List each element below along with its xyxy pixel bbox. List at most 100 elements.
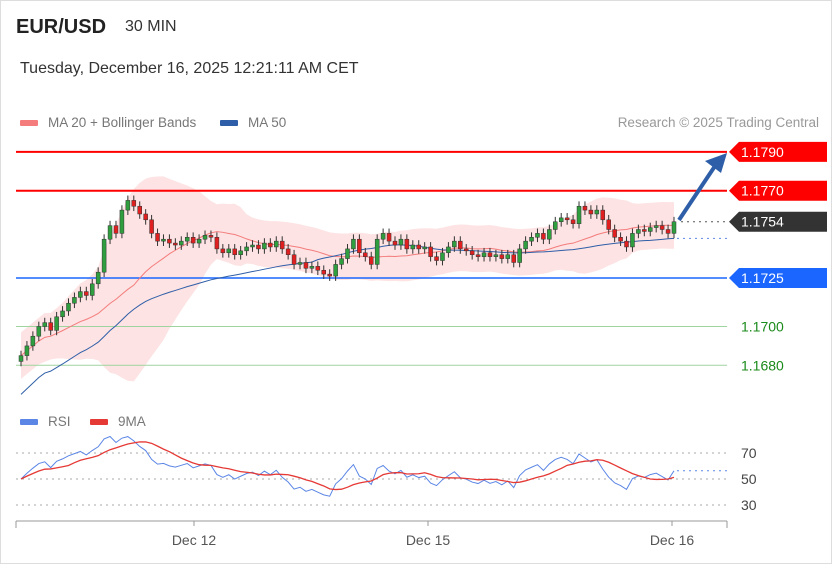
candle <box>523 236 528 254</box>
candle <box>48 317 53 336</box>
candle <box>24 341 30 361</box>
candle-body <box>570 219 576 224</box>
candle <box>517 244 522 268</box>
candle <box>149 214 154 239</box>
candle-body <box>612 229 617 238</box>
ma50-swatch <box>220 120 238 127</box>
candle-body <box>220 248 226 254</box>
candle <box>226 244 232 258</box>
candle-body <box>535 233 540 238</box>
candle <box>553 216 558 235</box>
candle <box>636 224 641 239</box>
candle <box>214 232 220 254</box>
target-arrow-shaft <box>677 161 719 222</box>
timeframe-label[interactable]: 30 MIN <box>125 18 177 35</box>
candle <box>125 195 131 215</box>
candle <box>208 230 214 243</box>
candle-body <box>653 225 659 228</box>
candle-body <box>101 238 107 273</box>
candle <box>279 236 285 254</box>
candle <box>588 205 594 219</box>
candle-body <box>155 233 160 242</box>
legend-ma20: MA 20 + Bollinger Bands <box>20 115 196 130</box>
candle-body <box>618 237 623 242</box>
candle <box>78 286 83 303</box>
candle <box>60 306 65 322</box>
candle <box>410 240 416 254</box>
candle <box>291 249 297 270</box>
candle-body <box>440 252 445 261</box>
candle <box>612 224 617 243</box>
candle <box>244 242 249 256</box>
candle-body <box>208 235 214 238</box>
x-tick-label: Dec 16 <box>650 532 695 548</box>
candle-body <box>499 254 505 259</box>
candle-body <box>380 233 386 240</box>
candle <box>487 247 493 262</box>
candle <box>368 251 374 270</box>
candle-body <box>416 244 421 250</box>
candle <box>179 236 184 250</box>
candle-body <box>469 250 475 255</box>
candle-body <box>374 238 380 265</box>
candle <box>428 242 433 262</box>
rsi-ma-label: 9MA <box>118 414 146 429</box>
candle-body <box>137 205 142 215</box>
candle <box>541 228 546 245</box>
candle <box>173 238 178 250</box>
candle-body <box>202 235 208 240</box>
credit-text: Research © 2025 Trading Central <box>617 115 819 130</box>
candle-body <box>630 233 635 248</box>
candle <box>564 213 570 225</box>
candle-body <box>250 244 255 248</box>
candle-body <box>636 229 641 234</box>
rsi-tick-50: 50 <box>741 471 757 487</box>
candle-body <box>422 246 427 250</box>
candle-body <box>594 209 600 215</box>
x-tick-label: Dec 15 <box>406 532 451 548</box>
candle-body <box>541 233 546 240</box>
candle-body <box>262 242 267 250</box>
candle-body <box>392 240 398 246</box>
candle <box>42 317 47 332</box>
rsi-tick-70: 70 <box>741 445 757 461</box>
candle <box>653 220 659 233</box>
candle <box>262 238 267 254</box>
ma50-label: MA 50 <box>248 115 287 130</box>
candle <box>624 236 629 252</box>
candle-body <box>582 205 588 211</box>
candle-body <box>398 238 404 246</box>
level-label-1.1700: 1.1700 <box>741 319 784 335</box>
candle <box>357 234 362 258</box>
candle <box>107 220 113 245</box>
candle-body <box>345 248 350 259</box>
candle <box>386 228 392 246</box>
candle-body <box>48 322 53 331</box>
candle-body <box>24 345 30 356</box>
candle-body <box>339 258 344 265</box>
candle-body <box>131 200 137 207</box>
level-tag-1.1725 <box>729 268 827 288</box>
candle-body <box>511 254 516 263</box>
candle <box>155 228 160 246</box>
ma20-label: MA 20 + Bollinger Bands <box>48 115 197 130</box>
candle-body <box>309 266 315 269</box>
candle-body <box>547 229 552 240</box>
ma20-swatch <box>20 120 38 127</box>
candle <box>161 234 166 246</box>
level-label-1.1680: 1.1680 <box>741 357 784 373</box>
candle-body <box>624 240 629 248</box>
level-tag-1.1790 <box>729 141 827 162</box>
candle-body <box>297 262 303 265</box>
rsi-label: RSI <box>48 414 71 429</box>
candle <box>101 234 107 278</box>
candle <box>274 236 279 252</box>
candle-body <box>107 225 113 240</box>
rsi-swatch <box>20 419 38 426</box>
candle-body <box>327 273 332 277</box>
candle-body <box>143 213 148 221</box>
candle-body <box>553 221 558 230</box>
candle <box>630 228 635 252</box>
candle <box>618 232 623 246</box>
